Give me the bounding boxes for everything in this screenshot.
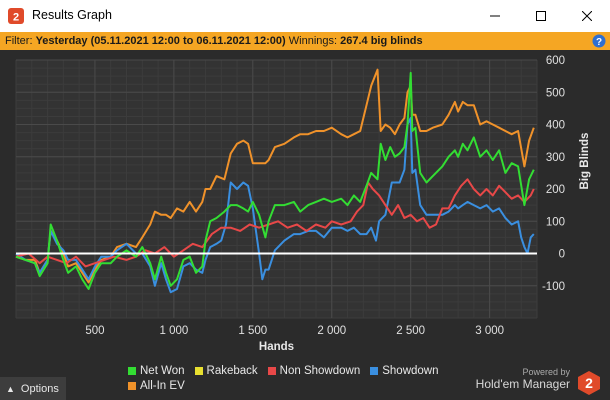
x-tick-label: 2 500: [396, 325, 425, 337]
series-line-showdown: [15, 117, 535, 294]
maximize-button[interactable]: [518, 0, 564, 32]
y-tick-label: 300: [546, 152, 565, 164]
legend-swatch: [194, 366, 203, 375]
brand-name: Hold'em Manager: [475, 377, 570, 391]
legend-label: Rakeback: [206, 364, 258, 377]
options-button[interactable]: ▲ Options: [0, 377, 66, 400]
filter-value: Yesterday (05.11.2021 12:00 to 06.11.202…: [35, 35, 286, 47]
legend-row: Net Won Rakeback Non Showdown Showdown: [128, 363, 449, 378]
legend-swatch: [267, 366, 276, 375]
y-tick-label: 200: [546, 184, 565, 196]
legend-label: All-In EV: [140, 379, 185, 392]
close-icon: [582, 11, 592, 21]
legend-label: Non Showdown: [279, 364, 361, 377]
close-button[interactable]: [564, 0, 610, 32]
powered-by-text: Powered by: [522, 367, 570, 377]
options-label: Options: [20, 382, 59, 395]
x-tick-label: 1 000: [159, 325, 188, 337]
y-tick-label: 100: [546, 216, 565, 228]
x-tick-label: 500: [85, 325, 104, 337]
chart-legend: Net Won Rakeback Non Showdown Showdown All-…: [128, 363, 449, 393]
legend-swatch: [370, 366, 379, 375]
series-line-non-showdown: [15, 178, 535, 268]
x-tick-label: 2 000: [317, 325, 346, 337]
winnings-value: 267.4 big blinds: [340, 35, 423, 47]
results-chart: 600 500 400 300 200 100 0 -100 500 1 000 1 500 2 00…: [15, 55, 591, 353]
window-title: Results Graph: [32, 8, 112, 22]
y-tick-label: 400: [546, 120, 565, 132]
svg-text:2: 2: [585, 375, 593, 391]
x-tick-label: 1 500: [238, 325, 267, 337]
winnings-label: Winnings:: [288, 35, 338, 47]
legend-item[interactable]: Net Won: [128, 365, 185, 377]
legend-item[interactable]: Non Showdown: [267, 364, 361, 377]
brand-block: Powered by Hold'em Manager: [476, 367, 570, 391]
chevron-up-icon: ▲: [6, 383, 15, 394]
filter-bar[interactable]: Filter: Yesterday (05.11.2021 12:00 to 0…: [0, 32, 610, 50]
maximize-icon: [536, 11, 546, 21]
y-tick-label: -100: [542, 281, 565, 293]
legend-item[interactable]: Rakeback: [194, 364, 258, 377]
legend-swatch: [128, 366, 136, 375]
svg-text:2: 2: [13, 12, 19, 24]
legend-row: All-In EV: [128, 378, 449, 393]
x-axis-label: Hands: [259, 341, 294, 353]
y-tick-label: 600: [546, 55, 565, 67]
title-bar: 2 Results Graph: [0, 0, 610, 32]
svg-text:?: ?: [596, 37, 602, 48]
y-tick-label: 500: [546, 87, 565, 99]
legend-item[interactable]: Showdown: [370, 364, 439, 377]
x-tick-label: 3 000: [475, 325, 504, 337]
filter-label: Filter:: [5, 35, 33, 47]
legend-label: Net Won: [140, 364, 185, 377]
y-tick-label: 0: [559, 249, 565, 261]
help-icon[interactable]: ?: [592, 34, 606, 48]
minimize-icon: [490, 15, 500, 17]
legend-item[interactable]: All-In EV: [128, 380, 185, 392]
legend-swatch: [128, 381, 136, 390]
minimize-button[interactable]: [472, 0, 518, 32]
series-line-net-won: [15, 71, 535, 290]
y-axis-label: Big Blinds: [579, 133, 591, 190]
app-logo-icon: 2: [8, 8, 24, 24]
hm-logo-icon: 2: [578, 371, 600, 395]
legend-label: Showdown: [382, 364, 439, 377]
